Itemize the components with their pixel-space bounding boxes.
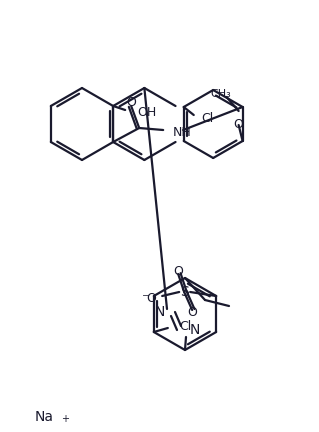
Text: OH: OH [137, 105, 156, 118]
Text: Na: Na [35, 410, 54, 424]
Text: O: O [173, 265, 183, 278]
Text: O: O [146, 292, 156, 305]
Text: O: O [234, 118, 244, 131]
Text: N: N [155, 305, 165, 319]
Text: N: N [190, 323, 200, 337]
Text: CH₃: CH₃ [210, 89, 231, 99]
Text: O: O [187, 306, 197, 319]
Text: O: O [126, 96, 136, 109]
Text: Cl: Cl [202, 112, 214, 126]
Text: NH: NH [173, 126, 192, 139]
Text: Cl: Cl [179, 321, 191, 334]
Text: ⁻: ⁻ [142, 292, 150, 306]
Text: +: + [61, 414, 69, 424]
Text: S: S [180, 285, 189, 299]
